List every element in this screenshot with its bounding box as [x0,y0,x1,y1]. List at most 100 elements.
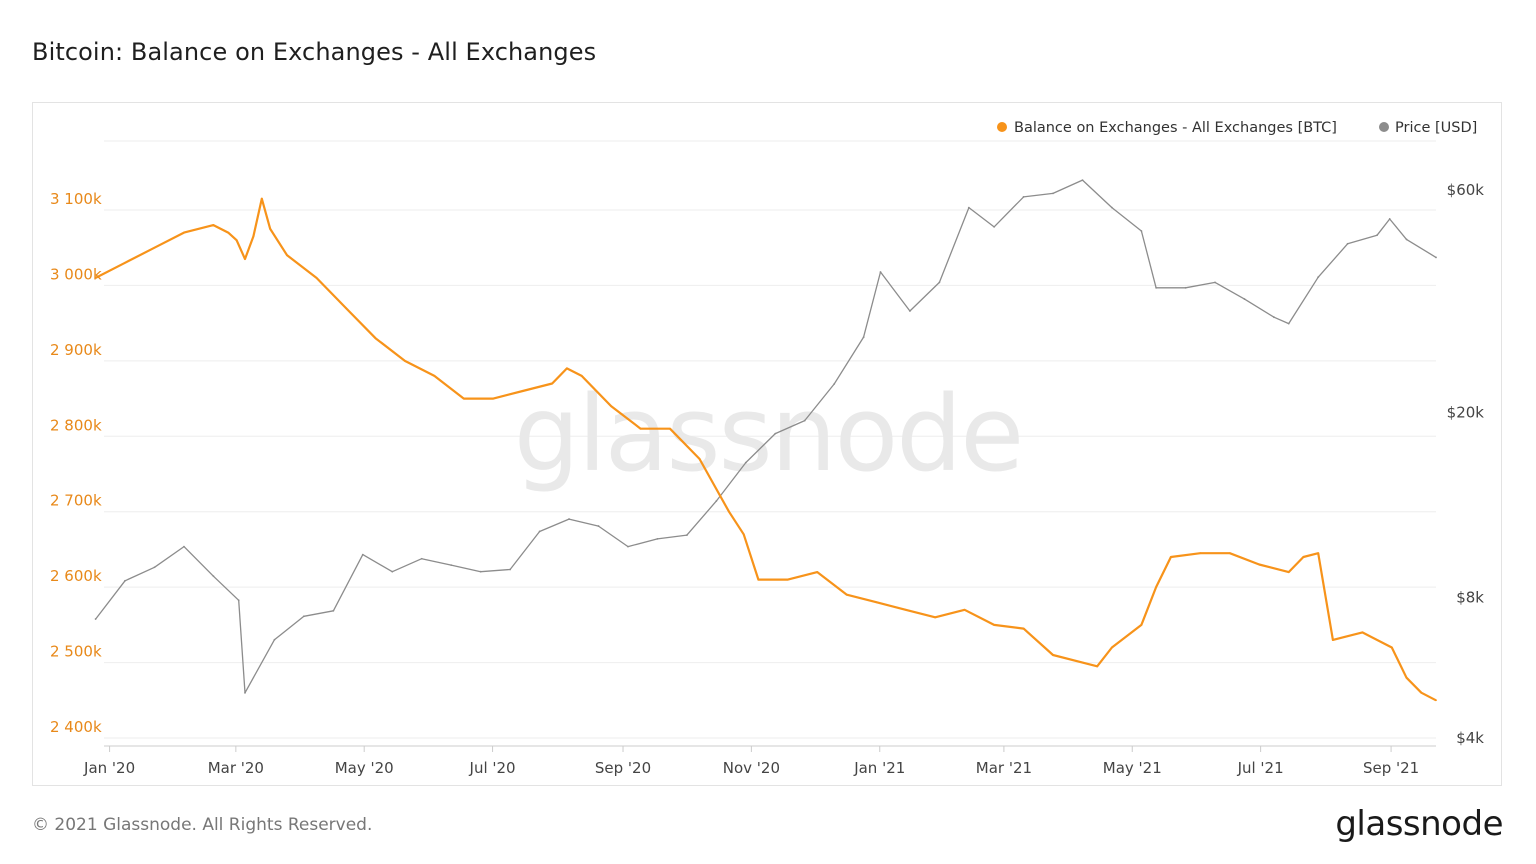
price-point [273,638,276,641]
balance-point [153,246,156,249]
balance-point [580,375,583,377]
balance-point [183,231,185,234]
price-point [1022,195,1025,198]
price-point [1052,192,1054,195]
price-point [803,419,806,422]
balance-point [1096,665,1099,668]
price-series-layer [94,179,1437,694]
balance-point [260,197,263,200]
price-point [244,691,246,694]
balance-point [757,578,760,581]
balance-line [95,197,1437,702]
balance-point [816,571,819,573]
balance-point [728,510,730,513]
balance-point [1302,556,1305,558]
balance-point [492,397,495,400]
legend-item-price[interactable]: Price [USD] [1379,120,1477,136]
price-point [479,570,482,573]
right-tick-label: $8k [1456,589,1484,607]
balance-point [551,382,554,385]
price-point [183,545,185,548]
price-point [938,281,941,284]
footer-copyright: © 2021 Glassnode. All Rights Reserved. [32,815,373,835]
balance-point [1199,552,1202,555]
balance-point [244,258,246,260]
balance-point [94,276,97,279]
balance-point [1052,654,1054,656]
price-point [1388,218,1391,220]
balance-point [845,593,848,596]
balance-point [1287,571,1290,573]
left-tick-label: 2 400k [50,718,102,736]
price-point [1214,281,1216,284]
price-point [1405,238,1408,241]
legend-dot-balance [997,122,1007,132]
balance-point [1022,627,1025,630]
x-tick-label: Mar '21 [976,759,1032,777]
x-tick-label: May '21 [1103,759,1162,777]
balance-point [462,397,465,400]
balance-point [669,427,671,430]
balance-point [315,276,318,279]
balance-point [1228,552,1231,555]
watermark: glassnode [514,373,1023,495]
grid [104,140,1436,739]
price-point [1287,322,1290,325]
footer-logo[interactable]: glassnode [1335,804,1503,844]
balance-point [639,427,642,430]
x-tick-label: Nov '20 [723,759,780,777]
price-point [212,575,215,578]
left-tick-label: 2 800k [50,416,102,434]
price-point [833,383,836,385]
x-tick-label: Sep '21 [1363,759,1419,777]
price-point [1140,230,1143,232]
price-point [627,545,629,548]
balance-point [698,458,701,460]
price-point [656,537,659,540]
right-tick-label: $60k [1447,181,1485,199]
price-point [1155,286,1158,289]
price-point [1346,242,1349,245]
balance-point [1258,563,1261,566]
price-point [1111,206,1113,209]
balance-point [1435,699,1437,702]
balance-point [963,608,966,611]
legend-dot-price [1379,122,1389,132]
balance-point [124,261,126,264]
balance-point [904,608,907,611]
price-point [1081,179,1084,182]
legend-label-price: Price [USD] [1395,120,1477,136]
price-point [94,618,97,620]
price-point [715,500,718,502]
price-point [862,336,865,339]
price-point [509,568,512,571]
price-point [153,566,156,569]
price-point [1376,234,1378,237]
left-tick-label: 3 000k [50,265,102,283]
balance-point [1317,552,1320,555]
legend-label-balance: Balance on Exchanges - All Exchanges [BT… [1014,120,1337,136]
balance-point [374,337,377,340]
x-tick-label: Jan '21 [853,759,905,777]
balance-point [1140,623,1143,626]
balance-point [610,405,613,408]
price-point [332,609,335,612]
balance-point [1155,586,1158,589]
balance-point [742,533,745,536]
price-point [1435,256,1437,259]
price-line [95,179,1437,694]
price-point [993,225,996,228]
balance-point [252,235,255,238]
left-axis: 2 400k 2 500k 2 600k 2 700k 2 800k 2 900k 3 00… [50,190,102,736]
price-point [879,271,882,273]
balance-point [521,390,524,392]
price-point [391,570,394,573]
balance-point [212,224,215,226]
balance-series-layer [94,197,1437,702]
price-point [124,579,126,582]
x-axis: Jan '20 Mar '20 May '20 Jul '20 Sep '20 Nov '… [83,745,1436,777]
legend-item-balance[interactable]: Balance on Exchanges - All Exchanges [BT… [997,120,1337,136]
price-point [744,461,747,464]
left-tick-label: 2 600k [50,567,102,585]
